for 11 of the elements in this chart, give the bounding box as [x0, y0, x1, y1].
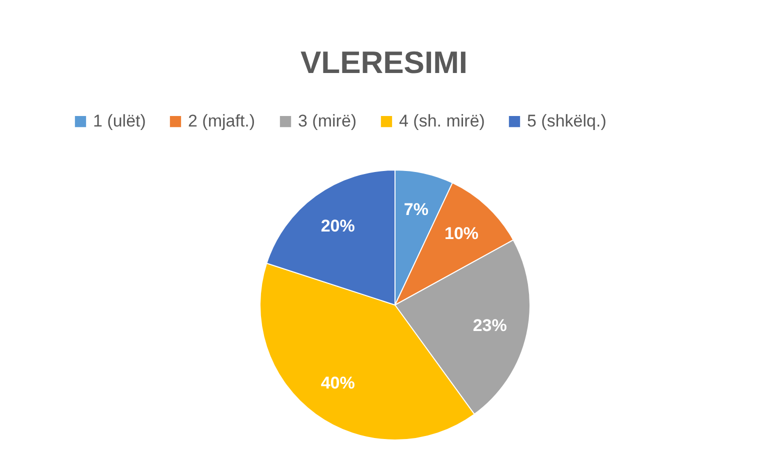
data-label: 40% [320, 374, 355, 393]
chart-title: VLERESIMI [300, 45, 468, 80]
legend-label: 2 (mjaft.) [188, 112, 256, 131]
legend-label: 5 (shkëlq.) [527, 112, 606, 131]
data-label: 20% [320, 216, 355, 236]
data-label: 7% [404, 200, 428, 220]
data-label: 10% [444, 224, 479, 244]
data-label: 23% [472, 316, 507, 336]
legend-label: 4 (sh. mirë) [399, 112, 485, 131]
legend-label: 1 (ulët) [93, 112, 146, 131]
legend-label: 3 (mirë) [298, 112, 357, 131]
